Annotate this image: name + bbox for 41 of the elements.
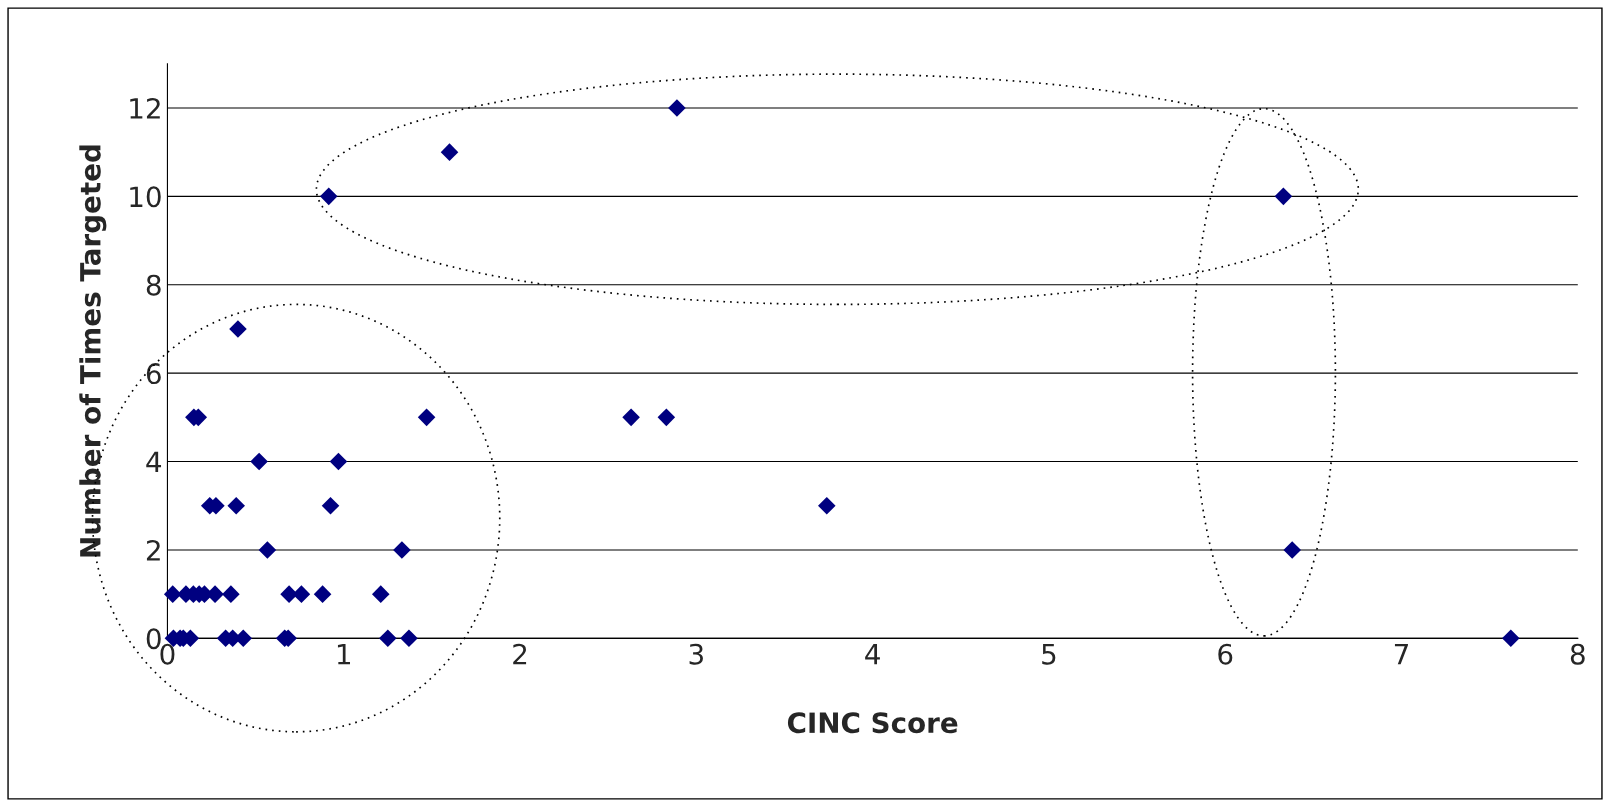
point xyxy=(329,452,348,471)
y-axis-title: Number of Times Targeted xyxy=(79,145,107,557)
point xyxy=(400,629,418,648)
y-tick-label: 4 xyxy=(146,451,162,473)
point xyxy=(229,320,247,338)
point xyxy=(1274,187,1293,206)
point xyxy=(417,408,436,427)
point xyxy=(622,408,640,427)
point xyxy=(227,496,245,515)
point xyxy=(379,629,397,648)
point xyxy=(657,408,676,427)
point xyxy=(222,585,240,603)
y-tick-label: 6 xyxy=(146,363,161,385)
x-tick-label: 4 xyxy=(865,644,880,665)
point xyxy=(1283,541,1301,559)
x-tick-label: 7 xyxy=(1394,644,1408,665)
x-axis-title: CINC Score xyxy=(787,712,958,734)
y-tick-label: 12 xyxy=(130,97,160,119)
point xyxy=(371,585,390,603)
x-tick-label: 0 xyxy=(160,643,175,665)
y-tick-label: 8 xyxy=(146,274,161,296)
y-tick-label: 2 xyxy=(146,539,160,561)
point xyxy=(668,99,686,117)
point xyxy=(163,585,182,603)
point xyxy=(258,541,277,559)
x-tick-label: 8 xyxy=(1570,643,1585,665)
point xyxy=(1502,629,1520,648)
y-tick-label: 10 xyxy=(130,186,161,208)
y-tick-label: 0 xyxy=(146,628,161,650)
x-tick-label: 1 xyxy=(337,644,351,665)
point xyxy=(818,496,836,515)
point xyxy=(313,585,332,603)
point xyxy=(440,143,459,161)
point xyxy=(319,187,338,206)
x-tick-label: 2 xyxy=(513,643,527,665)
x-tick-label: 3 xyxy=(689,643,703,665)
point xyxy=(393,541,411,559)
x-tick-label: 6 xyxy=(1218,643,1233,665)
point xyxy=(321,496,340,515)
point xyxy=(250,452,268,471)
x-tick-label: 5 xyxy=(1042,644,1056,665)
